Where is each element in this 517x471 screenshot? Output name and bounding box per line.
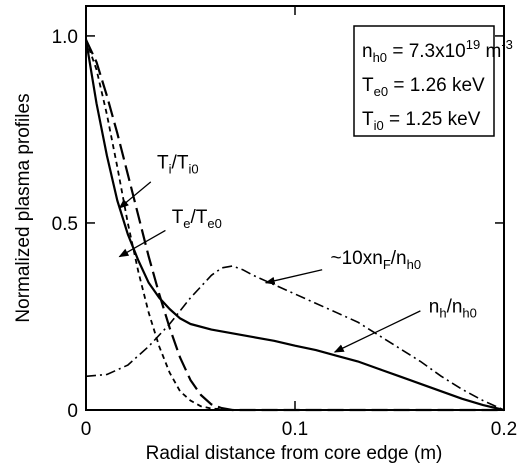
series-line-t-e-t-e0 — [85, 39, 504, 411]
y-axis-ticks: 0 0.5 1.0 — [52, 27, 504, 422]
info-box-line: Ti0 = 1.25 keV — [362, 109, 481, 133]
series-layer — [84, 39, 505, 412]
annotation-arrow-ti — [118, 181, 152, 209]
y-axis-title: Normalized plasma profiles — [13, 93, 34, 322]
y-tick-label: 0 — [67, 401, 78, 422]
annotation-layer: Ti/Ti0 Te/Te0 ~10xnF/nh0 nh/nh0 — [118, 153, 477, 353]
annotation-arrow-te — [118, 229, 166, 258]
annotation-label-te: Te/Te0 — [172, 207, 222, 231]
x-tick-label: 0.2 — [491, 419, 517, 440]
y-tick-label: 1.0 — [52, 27, 78, 48]
annotation-label-ti: Ti/Ti0 — [157, 153, 199, 177]
series-line--10xn-f-n-h0 — [85, 265, 505, 411]
series-line-n-h-n-h0 — [84, 39, 505, 412]
info-box-line: nh0 = 7.3x1019 m-3 — [362, 37, 513, 65]
x-axis-ticks: 0 0.1 0.2 — [81, 6, 517, 440]
x-axis-title: Radial distance from core edge (m) — [146, 443, 443, 464]
x-tick-label: 0 — [81, 419, 92, 440]
info-box-frame — [353, 25, 495, 137]
annotation-arrow-nh — [333, 310, 421, 353]
x-tick-label: 0.1 — [282, 419, 308, 440]
y-tick-label: 0.5 — [52, 214, 78, 235]
annotation-label-nf: ~10xnF/nh0 — [331, 248, 422, 272]
info-box: nh0 = 7.3x1019 m-3 Te0 = 1.26 keV Ti0 = 1.… — [353, 25, 513, 137]
annotation-label-nh: nh/nh0 — [429, 297, 477, 321]
info-box-line: Te0 = 1.26 keV — [362, 75, 485, 99]
annotation-arrow-nf — [264, 269, 323, 285]
